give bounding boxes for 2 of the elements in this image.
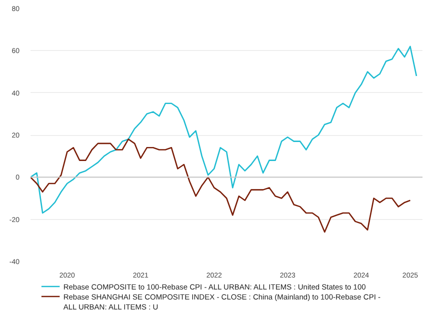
line-series bbox=[30, 46, 418, 214]
line-series bbox=[30, 138, 411, 233]
